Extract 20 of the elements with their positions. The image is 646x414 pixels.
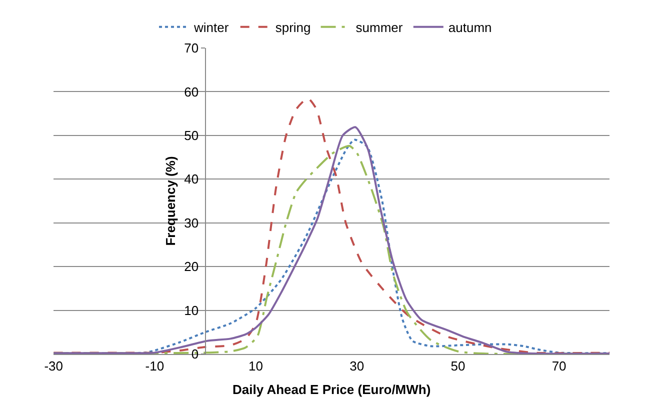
y-tick-label: 60 bbox=[184, 84, 199, 100]
y-tick-label: 0 bbox=[191, 346, 199, 362]
y-tick-label: 30 bbox=[184, 215, 199, 230]
x-tick-label: 30 bbox=[350, 358, 364, 374]
y-tick-label: 10 bbox=[184, 302, 199, 318]
x-tick-label: -30 bbox=[44, 358, 64, 374]
legend-label: summer bbox=[356, 20, 404, 35]
y-tick-label: 40 bbox=[184, 172, 199, 187]
x-tick-label: 50 bbox=[450, 358, 466, 374]
y-tick-label: 20 bbox=[184, 259, 199, 274]
x-tick-label: 70 bbox=[552, 358, 566, 374]
x-axis-title: Daily Ahead E Price (Euro/MWh) bbox=[232, 382, 431, 398]
legend-label: spring bbox=[275, 20, 311, 35]
y-tick-label: 70 bbox=[184, 40, 199, 56]
legend-label: autumn bbox=[448, 20, 492, 35]
y-axis-title: Frequency (%) bbox=[163, 156, 178, 246]
y-tick-label: 50 bbox=[184, 128, 199, 143]
x-tick-label: 10 bbox=[248, 358, 264, 374]
x-tick-label: -10 bbox=[145, 358, 164, 374]
legend-label: winter bbox=[193, 20, 230, 35]
